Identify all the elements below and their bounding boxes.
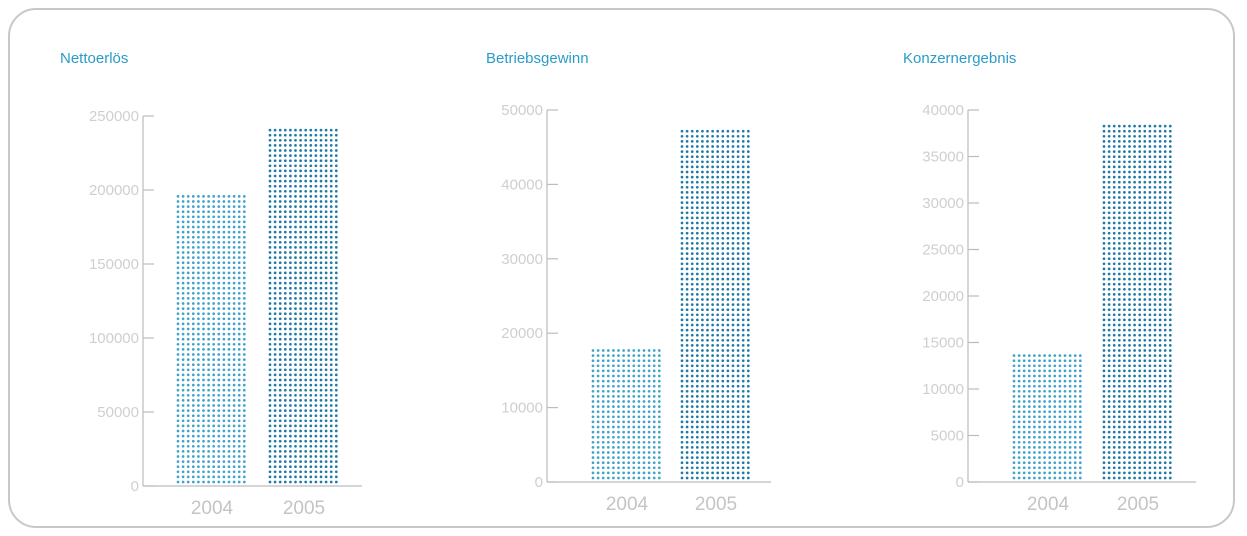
- y-tick-label: 30000: [922, 195, 964, 212]
- bar-2004: [1012, 354, 1082, 480]
- x-tick-label: 2004: [606, 494, 649, 515]
- y-tick-label: 10000: [922, 381, 964, 398]
- y-tick-label: 30000: [501, 251, 543, 268]
- bar-2005: [268, 128, 338, 484]
- y-tick-label: 5000: [931, 428, 964, 445]
- x-tick-label: 2005: [283, 498, 325, 519]
- y-tick-label: 40000: [922, 102, 964, 119]
- y-tick-label: 0: [535, 474, 543, 491]
- y-tick-label: 35000: [922, 149, 964, 166]
- y-tick-label: 150000: [89, 256, 139, 273]
- x-tick-label: 2004: [191, 498, 234, 519]
- y-tick-label: 0: [956, 474, 964, 491]
- bar-2005: [680, 129, 750, 480]
- y-tick-label: 25000: [922, 242, 964, 259]
- y-tick-label: 0: [131, 478, 139, 495]
- x-tick-label: 2005: [695, 494, 737, 515]
- chart-title: Konzernergebnis: [903, 50, 1016, 67]
- y-tick-label: 50000: [97, 404, 139, 421]
- y-tick-label: 10000: [501, 400, 543, 417]
- y-tick-label: 200000: [89, 182, 139, 199]
- bar-2005: [1102, 124, 1172, 480]
- y-tick-label: 250000: [89, 108, 139, 125]
- chart-title: Betriebsgewinn: [486, 50, 589, 67]
- x-tick-label: 2004: [1027, 494, 1070, 515]
- y-tick-label: 40000: [501, 176, 543, 193]
- bar-2004: [176, 195, 246, 484]
- chart-title: Nettoerlös: [60, 50, 128, 67]
- x-tick-label: 2005: [1117, 494, 1159, 515]
- y-tick-label: 50000: [501, 102, 543, 119]
- y-tick-label: 20000: [922, 288, 964, 305]
- y-tick-label: 100000: [89, 330, 139, 347]
- bar-2004: [591, 349, 661, 480]
- y-tick-label: 20000: [501, 325, 543, 342]
- y-tick-label: 15000: [922, 335, 964, 352]
